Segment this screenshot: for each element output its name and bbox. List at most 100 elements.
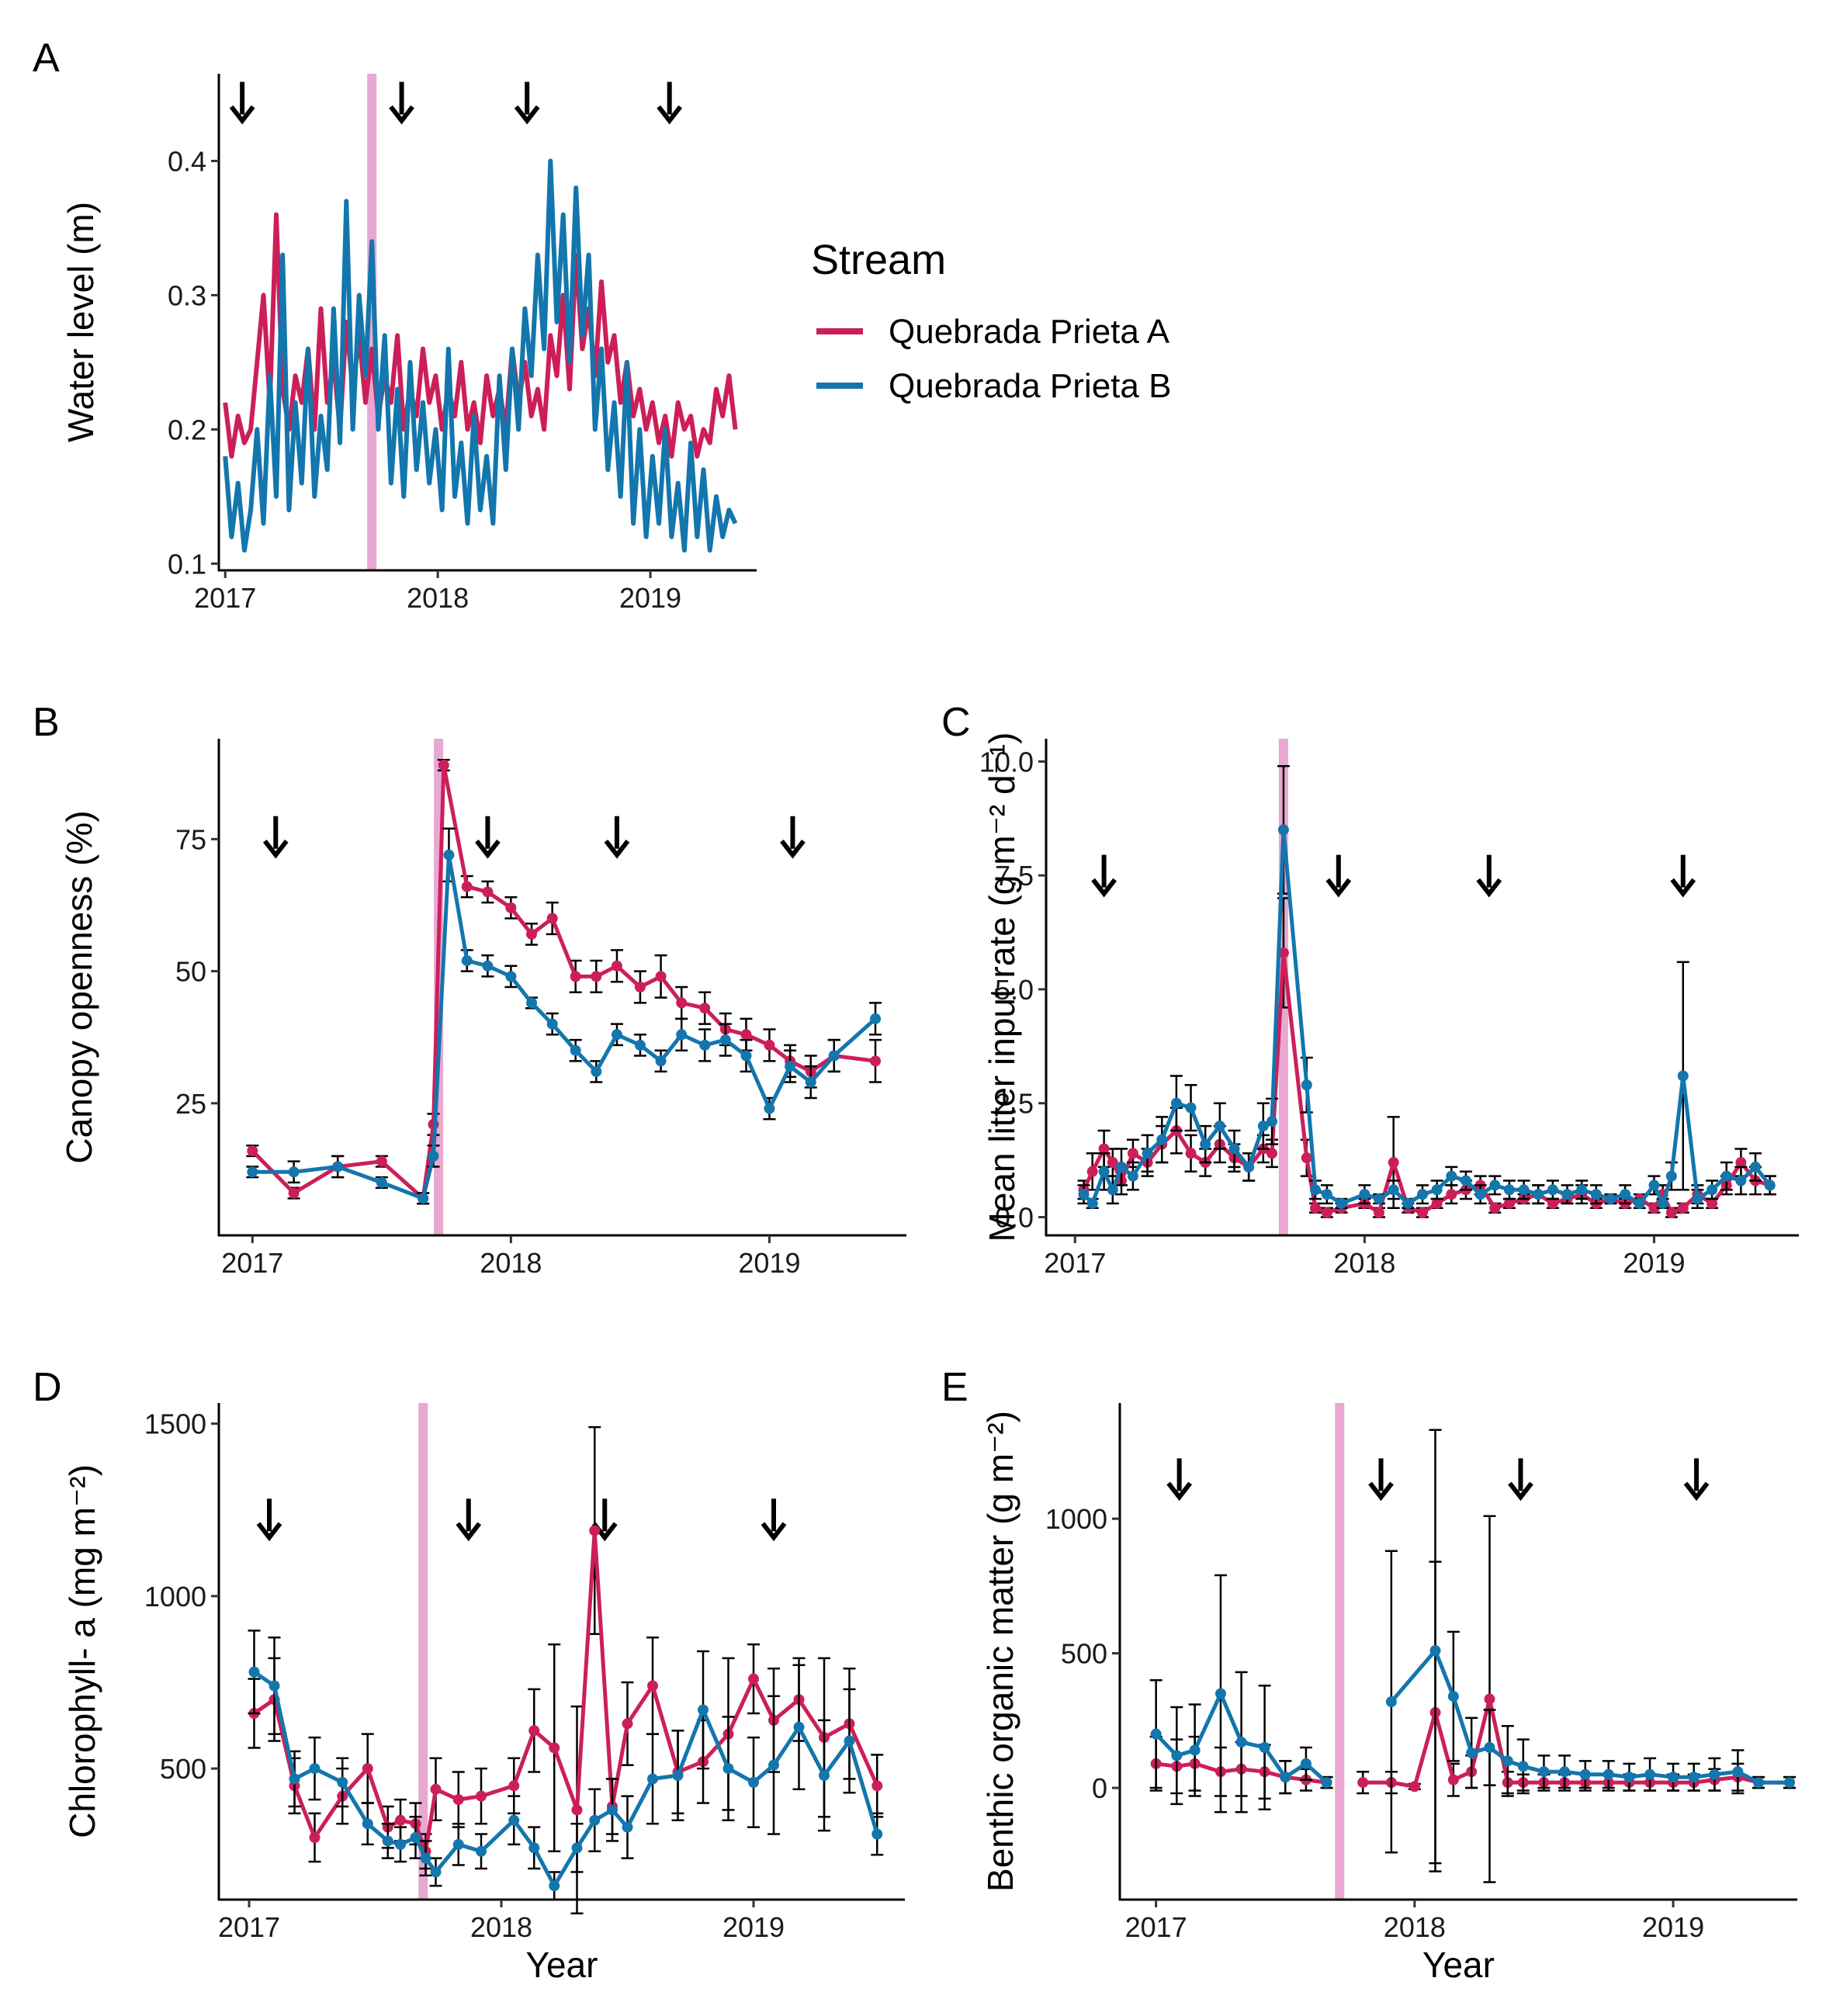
data-point bbox=[362, 1763, 373, 1775]
data-point bbox=[1243, 1161, 1255, 1173]
y-tick-label: 1000 bbox=[1045, 1503, 1107, 1535]
data-point bbox=[418, 1193, 429, 1204]
data-point bbox=[634, 982, 646, 992]
data-point bbox=[482, 886, 494, 898]
sampling-arrow-head bbox=[761, 1522, 787, 1542]
data-point bbox=[1474, 1189, 1486, 1200]
sampling-arrow-head bbox=[1325, 878, 1352, 898]
data-point bbox=[269, 1680, 280, 1692]
data-point bbox=[672, 1770, 684, 1781]
data-point bbox=[1417, 1189, 1428, 1200]
data-point bbox=[748, 1776, 759, 1788]
data-point bbox=[1517, 1761, 1529, 1772]
data-point bbox=[1321, 1189, 1332, 1200]
y-tick-label: 0.1 bbox=[168, 548, 206, 580]
y-tick-label: 2.5 bbox=[995, 1088, 1034, 1120]
data-point bbox=[1185, 1102, 1197, 1114]
x-tick-label: 2017 bbox=[1125, 1911, 1187, 1943]
data-point bbox=[1359, 1189, 1370, 1200]
data-point bbox=[1107, 1157, 1118, 1169]
y-tick-label: 0.3 bbox=[168, 279, 206, 311]
sampling-arrow-head bbox=[1166, 1481, 1193, 1502]
data-point bbox=[1228, 1143, 1240, 1155]
series-line bbox=[252, 853, 877, 1200]
sampling-arrow-head bbox=[604, 839, 630, 859]
legend-title: Stream bbox=[811, 237, 946, 283]
data-point bbox=[1735, 1175, 1747, 1186]
x-tick-label: 2017 bbox=[194, 582, 256, 614]
data-point bbox=[1784, 1777, 1796, 1789]
data-point bbox=[1644, 1768, 1656, 1780]
data-point bbox=[1634, 1197, 1645, 1209]
data-point bbox=[1116, 1161, 1127, 1173]
data-point bbox=[1446, 1170, 1457, 1182]
hurricane-band bbox=[418, 1403, 428, 1900]
data-point bbox=[1417, 1207, 1428, 1218]
x-tick-label: 2019 bbox=[1623, 1247, 1685, 1279]
sampling-arrow-head bbox=[514, 105, 540, 125]
data-point bbox=[1753, 1777, 1765, 1789]
sampling-arrow-head bbox=[1670, 878, 1696, 898]
data-point bbox=[1388, 1184, 1399, 1196]
data-point bbox=[1301, 1152, 1312, 1164]
data-point bbox=[634, 1039, 646, 1051]
data-point bbox=[1648, 1179, 1660, 1191]
data-point bbox=[505, 902, 517, 913]
legend: Stream Quebrada Prieta A Quebrada Prieta… bbox=[811, 237, 1171, 405]
data-point bbox=[248, 1666, 260, 1678]
y-tick-label: 1500 bbox=[144, 1408, 206, 1440]
panel-c: C 0.0 2.5 5.0 7.5 10.0 2017 2018 2019 Mean litter… bbox=[941, 700, 1799, 1279]
data-point bbox=[428, 1150, 439, 1162]
sampling-arrow-head bbox=[1476, 878, 1502, 898]
data-point bbox=[1518, 1184, 1530, 1196]
data-point bbox=[1214, 1688, 1226, 1699]
sampling-arrow-head bbox=[262, 839, 289, 859]
series-line bbox=[251, 763, 876, 1200]
data-point bbox=[1547, 1197, 1558, 1209]
data-point bbox=[410, 1832, 421, 1843]
data-point bbox=[607, 1804, 618, 1816]
y-tick-label: 0.0 bbox=[995, 1202, 1034, 1234]
data-point bbox=[289, 1773, 300, 1785]
y-tick-label: 0.4 bbox=[168, 145, 206, 177]
data-point bbox=[438, 760, 449, 771]
data-point bbox=[1447, 1691, 1459, 1703]
data-point bbox=[549, 1880, 560, 1892]
data-point bbox=[309, 1832, 321, 1843]
data-point bbox=[332, 1161, 344, 1173]
data-point bbox=[1665, 1170, 1677, 1182]
x-tick-label: 2017 bbox=[1044, 1247, 1106, 1279]
x-tick-label: 2018 bbox=[1333, 1247, 1395, 1279]
data-point bbox=[1447, 1774, 1459, 1786]
data-point bbox=[1374, 1207, 1385, 1218]
data-point bbox=[288, 1166, 300, 1178]
data-point bbox=[247, 1166, 258, 1178]
data-point bbox=[395, 1838, 406, 1850]
sampling-arrow-head bbox=[475, 839, 501, 859]
data-point bbox=[1189, 1744, 1201, 1756]
data-point bbox=[699, 1003, 711, 1014]
data-point bbox=[740, 1029, 752, 1041]
data-point bbox=[722, 1763, 734, 1775]
sampling-arrow-head bbox=[256, 1522, 282, 1542]
data-point bbox=[443, 849, 455, 861]
data-point bbox=[1385, 1696, 1397, 1708]
data-point bbox=[376, 1176, 387, 1188]
x-axis-title: Year bbox=[1422, 1945, 1495, 1985]
panel-d: D 500 1000 1500 2017 2018 2019 Chlorophyll- a (… bbox=[33, 1365, 905, 1985]
data-point bbox=[1466, 1747, 1478, 1758]
x-tick-label: 2018 bbox=[480, 1247, 542, 1279]
data-point bbox=[622, 1718, 633, 1730]
panel-letter-d: D bbox=[33, 1365, 62, 1410]
data-point bbox=[1409, 1781, 1420, 1793]
data-point bbox=[1735, 1157, 1747, 1169]
x-tick-label: 2019 bbox=[738, 1247, 800, 1279]
data-point bbox=[1150, 1728, 1162, 1740]
data-point bbox=[1098, 1166, 1110, 1177]
data-point bbox=[1321, 1207, 1332, 1218]
data-point bbox=[699, 1039, 711, 1051]
y-tick-label: 0.2 bbox=[168, 414, 206, 445]
data-point bbox=[785, 1061, 796, 1072]
data-point bbox=[1214, 1121, 1225, 1132]
